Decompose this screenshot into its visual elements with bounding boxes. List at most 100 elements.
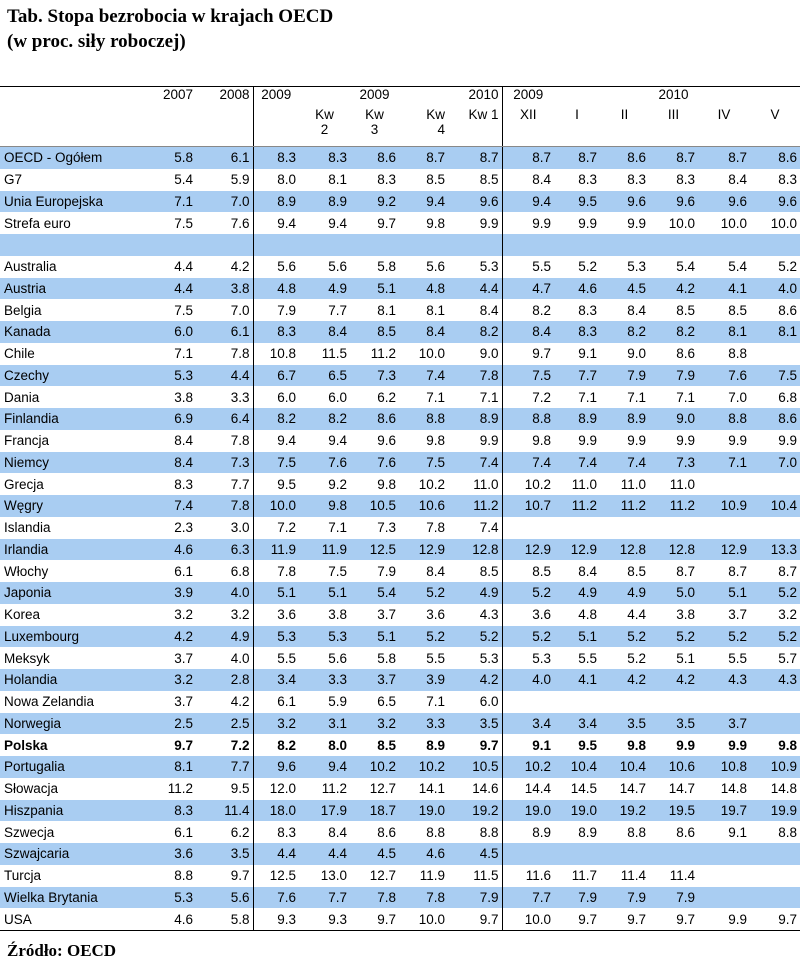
cell-value: 5.9	[328, 694, 347, 710]
cell-value: 5.3	[627, 259, 646, 275]
cell-value: 8.7	[698, 146, 750, 169]
cell-value: 10.7	[501, 495, 554, 517]
cell-value: 4.0	[196, 582, 253, 604]
cell-value: 3.3	[399, 712, 448, 735]
cell-value: 9.3	[252, 908, 299, 932]
header-period-6: Kw 4	[399, 107, 448, 147]
cell-value: 4.9	[600, 582, 649, 604]
cell-value: 11.2	[370, 346, 396, 362]
cell-value: 8.9	[252, 190, 299, 213]
cell-value: 9.8	[426, 215, 445, 231]
country-name: Francja	[4, 433, 50, 449]
cell-value: 8.7	[501, 146, 554, 169]
cell-value: 9.0	[627, 346, 646, 362]
cell-value: 5.8	[196, 908, 253, 932]
cell-value: 4.5	[350, 843, 399, 865]
cell-value: 9.4	[252, 212, 299, 234]
cell-value: 11.0	[669, 476, 695, 492]
cell-value: 4.0	[750, 277, 800, 300]
country-name: Islandia	[4, 520, 51, 536]
cell-value: 7.9	[649, 364, 698, 387]
cell-value: 7.5	[399, 451, 448, 474]
cell-value: 7.7	[230, 476, 250, 492]
cell-value	[698, 234, 750, 256]
cell-value: 9.3	[299, 908, 350, 932]
country-name: Norwegia	[0, 712, 136, 735]
cell-value	[750, 843, 800, 865]
cell-value	[600, 691, 649, 713]
cell-value: 8.5	[350, 321, 399, 343]
cell-value: 8.6	[676, 824, 695, 840]
cell-value: 9.9	[479, 433, 499, 449]
table-row: Meksyk 3.7 4.0 5.5 5.6 5.8 5.5 5.3 5.3 5.5 5.2 5.1 5…	[0, 647, 800, 669]
cell-value: 8.9	[448, 408, 502, 430]
table-row: Turcja 8.8 9.7 12.5 13.0 12.7 11.9 11.5 11.6 11.7…	[0, 864, 800, 887]
header-row-years: 2007 2008 2009 2009 2010 2009 2010	[0, 86, 800, 107]
cell-value: 7.8	[426, 520, 445, 536]
cell-value: 3.7	[174, 650, 193, 666]
cell-value: 5.1	[252, 582, 299, 604]
cell-value: 9.9	[778, 433, 797, 449]
cell-value: 8.6	[350, 146, 399, 169]
cell-value: 7.0	[750, 451, 800, 474]
country-name: Belgia	[4, 302, 42, 318]
cell-value: 3.5	[196, 843, 253, 865]
cell-value: 6.1	[196, 146, 253, 169]
header-period-11: III	[649, 107, 698, 147]
cell-value: 5.2	[600, 625, 649, 648]
cell-value: 11.5	[473, 868, 499, 884]
cell-value: 8.6	[350, 408, 399, 430]
cell-value: 5.4	[350, 582, 399, 604]
cell-value: 7.5	[328, 563, 347, 579]
cell-value: 8.7	[649, 146, 698, 169]
cell-value: 9.6	[252, 756, 299, 778]
cell-value: 6.1	[174, 563, 193, 579]
table-row: Niemcy 8.4 7.3 7.5 7.6 7.6 7.5 7.4 7.4 7.4 7.4 7.3 7…	[0, 451, 800, 474]
cell-value: 6.0	[252, 386, 299, 408]
cell-value: 14.1	[418, 781, 445, 797]
cell-value	[501, 690, 554, 713]
cell-value	[750, 865, 800, 887]
cell-value: 5.8	[377, 259, 396, 275]
cell-value: 12.0	[252, 777, 299, 800]
cell-value: 8.5	[676, 302, 695, 318]
cell-value: 8.3	[676, 172, 695, 188]
cell-value: 7.6	[299, 451, 350, 474]
cell-value: 14.8	[770, 781, 797, 797]
cell-value: 8.3	[554, 321, 600, 343]
country-name: Strefa euro	[4, 215, 71, 231]
cell-value: 8.1	[426, 302, 445, 318]
country-name: Niemcy	[0, 451, 136, 474]
cell-value	[750, 343, 800, 365]
cell-value: 7.0	[728, 389, 747, 405]
cell-value	[600, 234, 649, 256]
cell-value: 7.0	[196, 190, 253, 213]
table-row: Norwegia 2.5 2.5 3.2 3.1 3.2 3.3 3.5 3.4 3.4 3.5 3.…	[0, 712, 800, 735]
cell-value: 12.5	[350, 538, 399, 561]
cell-value: 3.9	[136, 582, 196, 604]
cell-value: 10.4	[554, 756, 600, 778]
cell-value: 8.2	[252, 408, 299, 430]
cell-value: 7.8	[448, 364, 502, 387]
cell-value: 7.6	[230, 215, 250, 231]
cell-value: 3.3	[299, 669, 350, 691]
country-name: Australia	[4, 259, 57, 275]
cell-value: 11.5	[321, 346, 347, 362]
cell-value: 8.3	[252, 146, 299, 169]
cell-value: 7.3	[196, 451, 253, 474]
cell-value: 6.2	[230, 824, 250, 840]
cell-value: 10.6	[399, 495, 448, 517]
cell-value: 4.8	[578, 607, 597, 623]
cell-value: 5.2	[750, 625, 800, 648]
cell-value: 4.4	[136, 277, 196, 300]
cell-value: 8.4	[578, 563, 597, 579]
cell-value: 8.6	[600, 146, 649, 169]
cell-value: 9.7	[174, 737, 193, 753]
cell-value	[698, 843, 750, 865]
cell-value: 7.0	[230, 302, 250, 318]
cell-value	[600, 517, 649, 539]
cell-value: 5.1	[554, 625, 600, 648]
cell-value: 8.1	[750, 321, 800, 343]
cell-value	[750, 712, 800, 735]
cell-value: 14.7	[668, 781, 695, 797]
